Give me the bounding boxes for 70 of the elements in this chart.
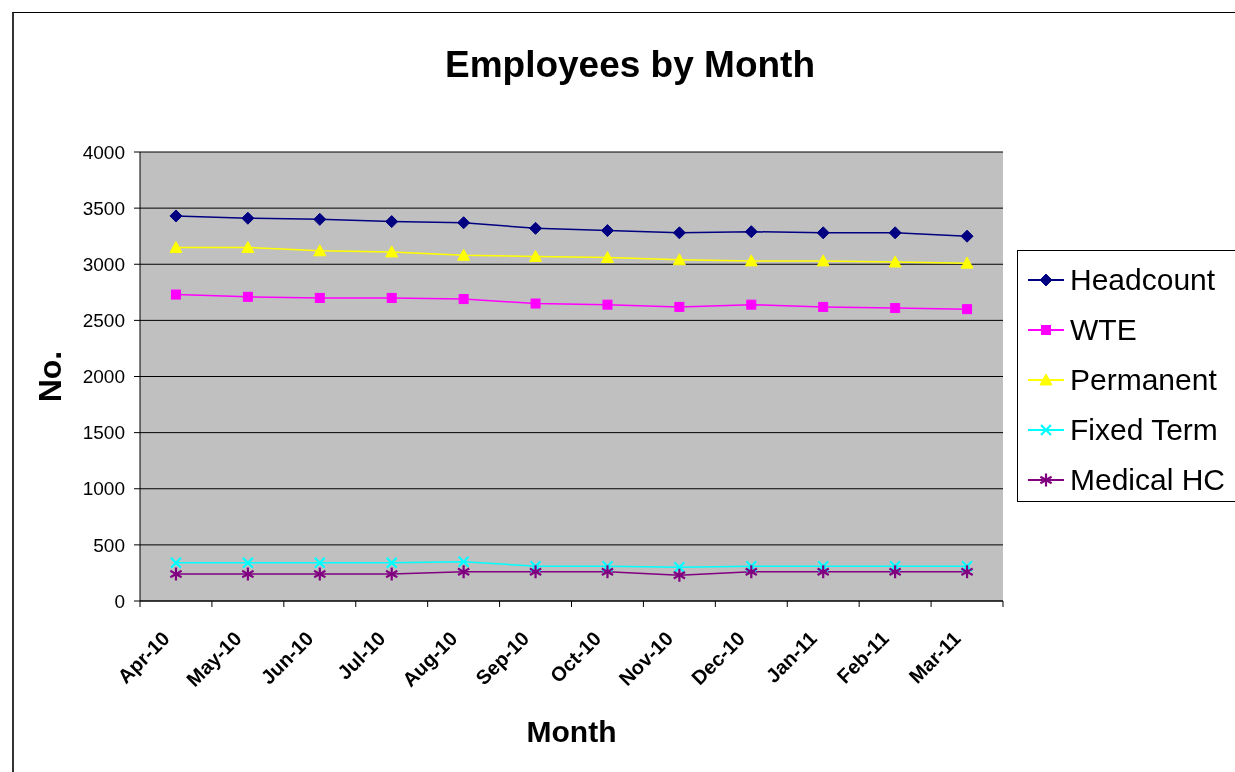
point bbox=[241, 567, 255, 581]
point bbox=[960, 229, 974, 243]
point bbox=[602, 299, 613, 310]
point bbox=[241, 211, 255, 225]
point bbox=[818, 301, 829, 312]
point bbox=[530, 298, 541, 309]
point bbox=[888, 565, 902, 579]
point bbox=[169, 209, 183, 223]
y-tick-label: 3500 bbox=[82, 197, 125, 219]
point bbox=[529, 565, 542, 579]
point bbox=[601, 565, 614, 579]
point bbox=[313, 212, 327, 226]
legend-label: Fixed Term bbox=[1070, 413, 1218, 447]
point bbox=[529, 249, 543, 262]
y-tick-label: 0 bbox=[114, 590, 125, 612]
point bbox=[457, 216, 471, 230]
point bbox=[241, 240, 255, 253]
point bbox=[457, 248, 471, 261]
point bbox=[816, 226, 830, 240]
point bbox=[385, 215, 399, 229]
point bbox=[745, 565, 758, 579]
y-tick-label: 1000 bbox=[82, 478, 125, 500]
y-tick-label: 3000 bbox=[82, 253, 125, 275]
point bbox=[744, 254, 758, 267]
point bbox=[672, 253, 686, 266]
legend-label: Medical HC bbox=[1070, 463, 1226, 497]
point bbox=[170, 557, 182, 569]
legend-label: Permanent bbox=[1070, 363, 1217, 397]
point bbox=[888, 255, 902, 268]
point bbox=[673, 568, 686, 582]
point bbox=[746, 299, 757, 310]
point bbox=[458, 294, 469, 305]
y-tick-label: 2500 bbox=[82, 310, 125, 332]
point bbox=[457, 565, 470, 579]
legend-label: WTE bbox=[1070, 313, 1137, 347]
point bbox=[457, 555, 470, 568]
point bbox=[672, 226, 686, 240]
chart-title: Employees by Month bbox=[443, 44, 817, 87]
point bbox=[242, 557, 254, 569]
point bbox=[386, 292, 397, 303]
y-tick-label: 1500 bbox=[82, 422, 125, 444]
x-axis-title: Month bbox=[526, 715, 617, 748]
point bbox=[600, 224, 614, 238]
y-tick-label: 4000 bbox=[82, 141, 125, 163]
point bbox=[314, 557, 326, 569]
y-tick-label: 2000 bbox=[82, 366, 125, 388]
point bbox=[170, 289, 181, 300]
point bbox=[600, 251, 614, 264]
point bbox=[744, 225, 758, 239]
point bbox=[313, 567, 326, 581]
point bbox=[960, 565, 974, 579]
point bbox=[816, 254, 830, 267]
y-tick-label: 500 bbox=[93, 534, 125, 556]
point bbox=[313, 244, 327, 257]
point bbox=[385, 245, 399, 258]
point bbox=[817, 565, 830, 579]
point bbox=[169, 240, 183, 253]
point bbox=[960, 256, 974, 269]
point bbox=[385, 557, 398, 569]
point bbox=[242, 291, 253, 302]
point bbox=[169, 567, 183, 581]
point bbox=[674, 301, 685, 312]
point bbox=[888, 226, 902, 240]
legend-label: Headcount bbox=[1070, 263, 1216, 297]
y-axis-title: No. bbox=[32, 350, 68, 403]
point bbox=[529, 221, 543, 235]
point bbox=[385, 567, 398, 581]
point bbox=[962, 304, 973, 315]
point bbox=[890, 303, 901, 314]
point bbox=[314, 292, 325, 303]
